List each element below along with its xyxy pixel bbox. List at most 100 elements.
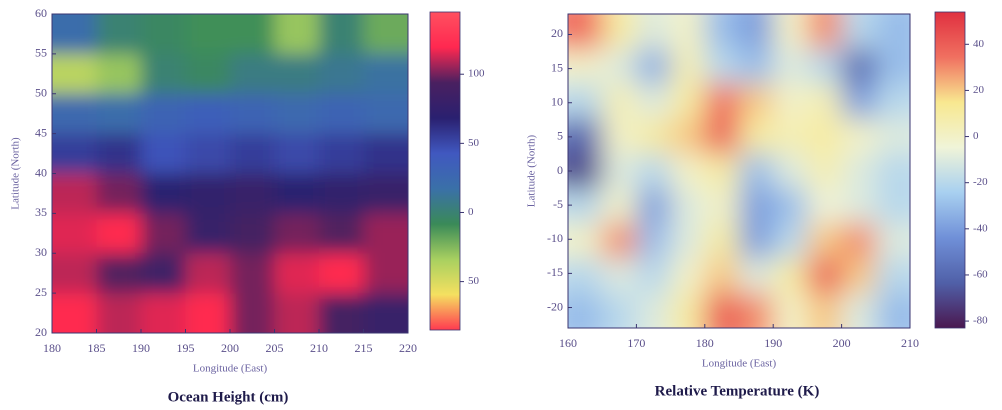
colorbar-tick-label: 50	[468, 275, 480, 287]
heatmap-cell	[670, 14, 706, 50]
heatmap-cell	[185, 14, 231, 55]
heatmap-cell	[274, 173, 320, 214]
heatmap-cell	[230, 53, 275, 95]
heatmap-cell	[807, 14, 843, 50]
heatmap-cell	[670, 48, 706, 85]
heatmap-cell	[96, 253, 142, 294]
heatmap-cell	[807, 188, 843, 224]
heatmap-cell	[568, 223, 603, 259]
heatmap-cell	[96, 213, 142, 254]
caption: Ocean Height (cm)	[168, 389, 289, 405]
heatmap-cell	[319, 253, 364, 294]
heatmap-cell	[739, 118, 774, 155]
x-tick-label: 190	[764, 336, 782, 350]
heatmap-cell	[185, 133, 231, 174]
heatmap-cell	[230, 253, 275, 294]
x-tick-label: 180	[43, 341, 61, 355]
panel: 160 170 180 190 200 210-20-15-10-505101520Lon…	[526, 11, 988, 399]
heatmap-cell	[807, 153, 843, 189]
y-axis-label: Latitude (North)	[10, 137, 22, 210]
colorbar	[429, 11, 461, 331]
heatmap-cell	[230, 293, 275, 333]
x-tick-label: 200	[833, 336, 851, 350]
heatmap-cell	[841, 223, 877, 259]
heatmap-cell	[363, 293, 408, 333]
heatmap-cell	[739, 83, 774, 120]
heatmap-cell	[52, 253, 97, 294]
heatmap-cell	[568, 83, 603, 120]
heatmap-cell	[807, 48, 843, 85]
heatmap-cell	[670, 293, 706, 328]
heatmap-cell	[807, 293, 843, 328]
y-tick-label: 50	[35, 86, 47, 100]
heatmap-cell	[185, 213, 231, 254]
heatmap-cell	[274, 133, 320, 174]
heatmap	[568, 14, 910, 328]
x-tick-label: 205	[266, 341, 284, 355]
heatmap-cell	[602, 48, 637, 85]
caption: Relative Temperature (K)	[655, 383, 820, 399]
heatmap-cell	[704, 48, 740, 85]
colorbar-tick-label: -60	[973, 268, 988, 280]
heatmap-cell	[704, 293, 740, 328]
heatmap-cell	[319, 213, 364, 254]
heatmap-cell	[636, 153, 672, 189]
heatmap-cell	[773, 293, 808, 328]
x-tick-label: 185	[88, 341, 106, 355]
heatmap-cell	[875, 83, 910, 120]
y-tick-label: 40	[35, 165, 47, 179]
heatmap-cell	[704, 153, 740, 189]
heatmap-cell	[841, 188, 877, 224]
heatmap-cell	[704, 188, 740, 224]
heatmap-cell	[52, 53, 97, 95]
heatmap-cell	[319, 173, 364, 214]
x-tick-label: 170	[627, 336, 645, 350]
heatmap-cell	[875, 258, 910, 294]
heatmap-cell	[670, 188, 706, 224]
heatmap-cell	[841, 83, 877, 120]
heatmap-cell	[670, 118, 706, 155]
heatmap-cell	[602, 118, 637, 155]
heatmap-cell	[274, 14, 320, 55]
x-tick-label: 220	[399, 341, 417, 355]
colorbar	[934, 11, 966, 329]
heatmap-cell	[773, 223, 808, 259]
heatmap-cell	[636, 188, 672, 224]
y-tick-label: 45	[35, 125, 47, 139]
heatmap-cell	[670, 223, 706, 259]
heatmap-cell	[773, 118, 808, 155]
heatmap-cell	[141, 14, 186, 55]
heatmap-cell	[363, 53, 408, 95]
x-tick-label: 215	[355, 341, 373, 355]
heatmap-cell	[704, 118, 740, 155]
heatmap-cell	[274, 213, 320, 254]
y-tick-label: 60	[35, 6, 47, 20]
heatmap-cell	[875, 223, 910, 259]
heatmap-cell	[568, 153, 603, 189]
heatmap-cell	[636, 48, 672, 85]
heatmap-cell	[52, 293, 97, 333]
y-tick-label: 10	[551, 94, 563, 108]
heatmap-cell	[875, 48, 910, 85]
heatmap-cell	[875, 14, 910, 50]
heatmap-cell	[636, 293, 672, 328]
heatmap-cell	[875, 118, 910, 155]
heatmap-cell	[841, 153, 877, 189]
heatmap-cell	[841, 258, 877, 294]
heatmap-cell	[96, 53, 142, 95]
heatmap-cell	[185, 173, 231, 214]
heatmap-cell	[568, 188, 603, 224]
y-tick-label: -20	[547, 299, 563, 313]
heatmap-cell	[52, 133, 97, 174]
heatmap-cell	[319, 53, 364, 95]
heatmap-cell	[274, 93, 320, 135]
heatmap-cell	[704, 83, 740, 120]
heatmap-cell	[230, 173, 275, 214]
heatmap-cell	[141, 213, 186, 254]
heatmap-cell	[739, 223, 774, 259]
heatmap-cell	[230, 14, 275, 55]
heatmap-cell	[739, 14, 774, 50]
heatmap-cell	[602, 293, 637, 328]
heatmap-cell	[636, 258, 672, 294]
